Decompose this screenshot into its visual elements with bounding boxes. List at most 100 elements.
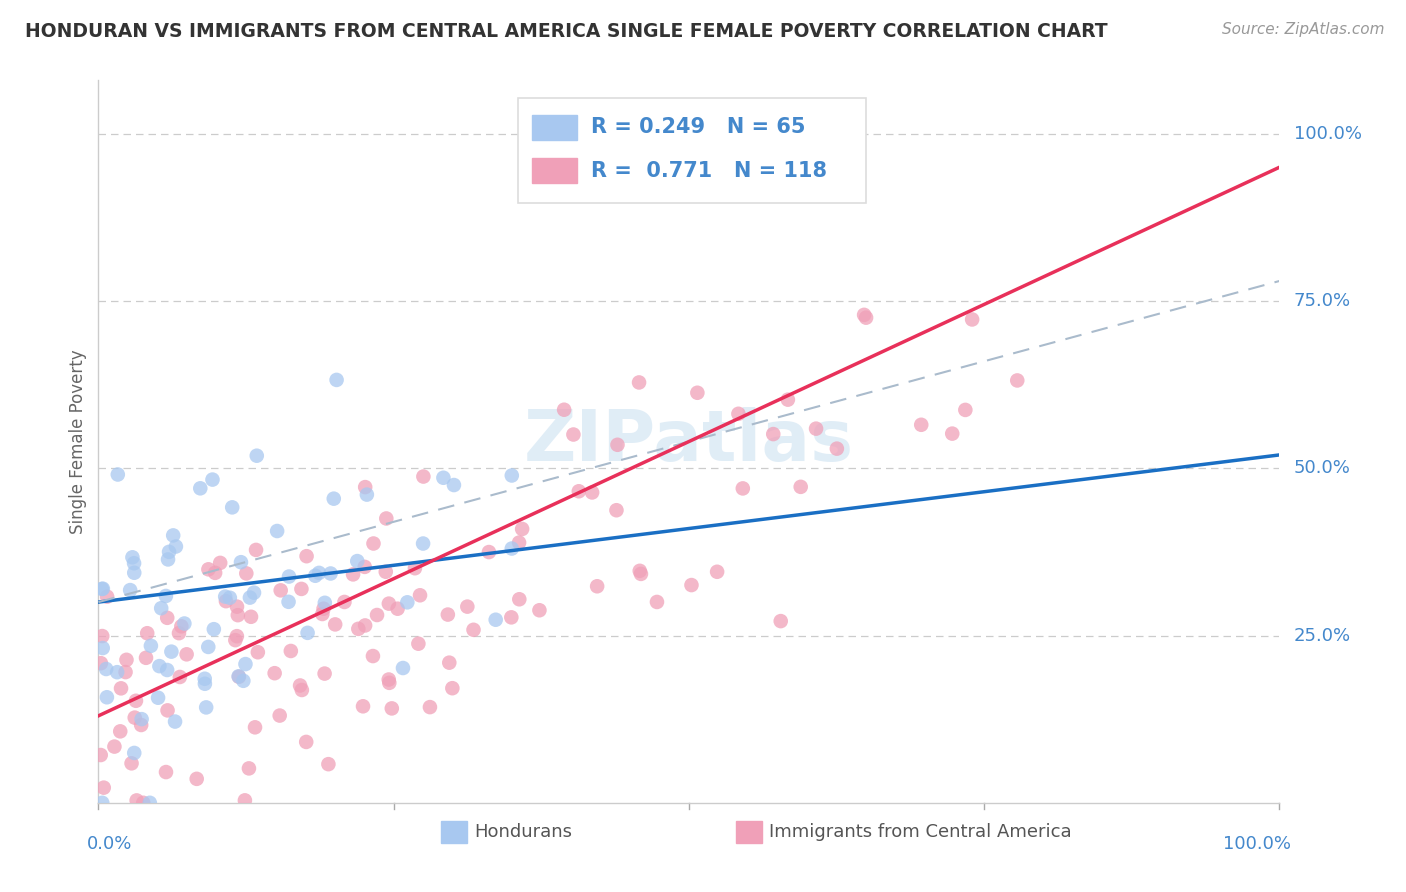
Point [325,373,347,387]
Point [314,596,336,610]
Point [606,438,628,452]
Bar [531,158,576,183]
Point [224,633,246,648]
Point [553,402,575,417]
Point [408,637,430,651]
Point [266,524,288,538]
Point [295,549,318,564]
Point [194,677,217,691]
Point [278,569,301,583]
Point [170,619,193,633]
Point [562,427,585,442]
FancyBboxPatch shape [517,98,866,203]
Point [91,796,114,810]
Point [361,648,384,663]
Bar [531,114,576,140]
Point [789,480,811,494]
Point [160,645,183,659]
Point [246,645,269,659]
Point [135,650,157,665]
Point [269,708,291,723]
Point [90,747,112,762]
Point [155,765,177,780]
Point [291,683,314,698]
Point [288,678,311,692]
Point [605,503,627,517]
Point [1007,374,1029,388]
Point [501,610,523,624]
Point [353,560,375,574]
Point [93,780,115,795]
Point [124,711,146,725]
Point [941,426,963,441]
Point [277,595,299,609]
Point [90,582,112,596]
Point [239,591,262,605]
Point [146,690,169,705]
Point [681,578,703,592]
Point [136,626,159,640]
Point [235,566,257,581]
Point [186,772,208,786]
Point [165,540,187,554]
Point [356,487,378,501]
Point [156,611,179,625]
Point [91,582,114,596]
Point [727,407,749,421]
Point [263,666,285,681]
Point [396,595,419,609]
Point [96,662,118,676]
Point [311,607,333,621]
Point [392,661,415,675]
Point [235,657,257,671]
Point [378,597,401,611]
Point [352,699,374,714]
Point [456,599,478,614]
Point [630,566,652,581]
Bar [441,821,467,843]
Point [114,665,136,679]
Point [155,589,177,603]
Point [246,449,269,463]
Point [960,312,983,326]
Point [762,427,785,442]
Point [586,579,609,593]
Point [167,626,190,640]
Point [103,739,125,754]
Point [188,481,211,495]
Point [853,308,876,322]
Point [363,536,385,550]
Point [125,793,148,807]
Point [221,500,243,515]
Point [218,591,240,605]
Point [432,471,454,485]
Text: 100.0%: 100.0% [1223,835,1291,854]
Point [409,588,432,602]
Text: 50.0%: 50.0% [1294,459,1351,477]
Point [485,613,508,627]
Point [197,562,219,576]
Point [243,720,266,734]
Point [769,614,792,628]
Point [105,665,128,680]
Text: 100.0%: 100.0% [1294,125,1361,143]
Point [955,403,977,417]
Text: Hondurans: Hondurans [474,822,572,840]
Text: 0.0%: 0.0% [87,835,132,854]
Point [204,566,226,580]
Point [412,536,434,550]
Point [731,482,754,496]
Point [378,676,401,690]
Point [568,484,591,499]
Point [121,756,143,771]
Point [121,550,143,565]
Point [122,566,145,580]
Point [148,659,170,673]
Point [628,376,651,390]
Point [354,480,377,494]
Point [122,746,145,760]
Point [501,541,523,556]
Point [157,545,180,559]
Point [226,608,249,623]
Point [347,622,370,636]
